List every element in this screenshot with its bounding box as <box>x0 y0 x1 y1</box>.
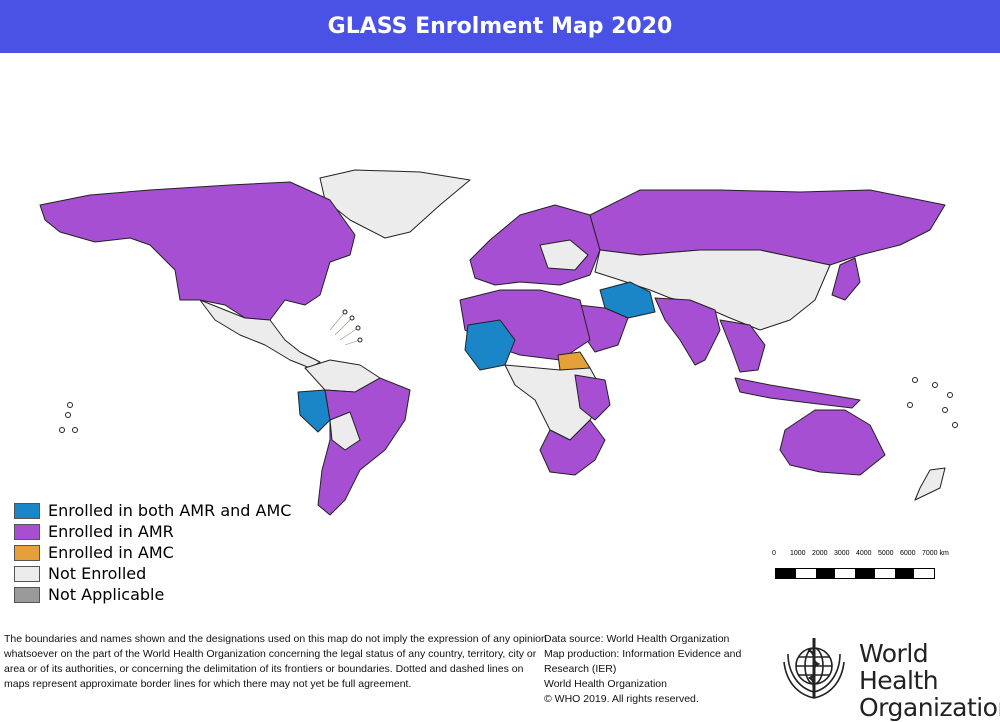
legend-swatch <box>14 565 40 582</box>
who-logo: World Health Organization <box>775 630 1000 721</box>
region-peru <box>297 389 331 433</box>
legend-label: Enrolled in AMR <box>48 522 174 541</box>
region-south-asia <box>654 297 721 366</box>
scale-label: 0 <box>772 550 776 557</box>
region-australia <box>779 409 886 476</box>
scale-labels: 0 1000 2000 3000 4000 5000 6000 7000 km <box>772 550 949 562</box>
legend-swatch <box>14 502 40 519</box>
region-east-africa <box>574 374 611 421</box>
legend-label: Enrolled in AMC <box>48 543 174 562</box>
scale-label: 6000 <box>900 550 916 557</box>
legend-swatch <box>14 544 40 561</box>
scale-label: 1000 <box>790 550 806 557</box>
region-new-zealand <box>914 467 946 501</box>
region-southern-africa <box>539 419 606 476</box>
region-southeast-asia <box>719 319 766 373</box>
map-title-bar: GLASS Enrolment Map 2020 <box>0 0 1000 53</box>
scale-label: 3000 <box>834 550 850 557</box>
region-bolivia-paraguay <box>329 411 361 451</box>
region-europe-light <box>539 239 589 271</box>
copyright: © WHO 2019. All rights reserved. <box>544 693 699 705</box>
legend-item-not-enrolled: Not Enrolled <box>14 563 291 584</box>
legend-label: Enrolled in both AMR and AMC <box>48 501 292 520</box>
map-production: Map production: Information Evidence and… <box>544 648 742 675</box>
map-legend: Enrolled in both AMR and AMC Enrolled in… <box>14 500 291 605</box>
region-europe <box>469 204 601 286</box>
credits: Data source: World Health Organization M… <box>544 632 769 707</box>
scale-label: 2000 <box>812 550 828 557</box>
data-source: Data source: World Health Organization <box>544 633 730 645</box>
scale-label: 5000 <box>878 550 894 557</box>
who-name-line1: World Health <box>859 639 939 695</box>
who-name-line2: Organization <box>859 693 1000 722</box>
credit-org: World Health Organization <box>544 678 667 690</box>
region-south-america <box>317 377 411 516</box>
map-title: GLASS Enrolment Map 2020 <box>327 14 673 39</box>
legend-item-amr: Enrolled in AMR <box>14 521 291 542</box>
legend-label: Not Applicable <box>48 585 165 604</box>
world-map <box>39 169 958 516</box>
region-north-america <box>39 181 356 321</box>
legend-label: Not Enrolled <box>48 564 147 583</box>
scale-label: 4000 <box>856 550 872 557</box>
legend-item-amc: Enrolled in AMC <box>14 542 291 563</box>
who-emblem-icon <box>783 638 845 699</box>
legend-item-not-applicable: Not Applicable <box>14 584 291 605</box>
scale-bar <box>775 568 935 579</box>
legend-item-both: Enrolled in both AMR and AMC <box>14 500 291 521</box>
legend-swatch <box>14 586 40 603</box>
map-scale: 0 1000 2000 3000 4000 5000 6000 7000 km <box>772 550 949 579</box>
scale-label: 7000 km <box>922 550 949 557</box>
region-indonesia <box>734 377 861 409</box>
legend-swatch <box>14 523 40 540</box>
region-japan <box>831 257 861 301</box>
who-name: World Health Organization <box>859 640 1000 721</box>
disclaimer-text: The boundaries and names shown and the d… <box>4 633 547 690</box>
